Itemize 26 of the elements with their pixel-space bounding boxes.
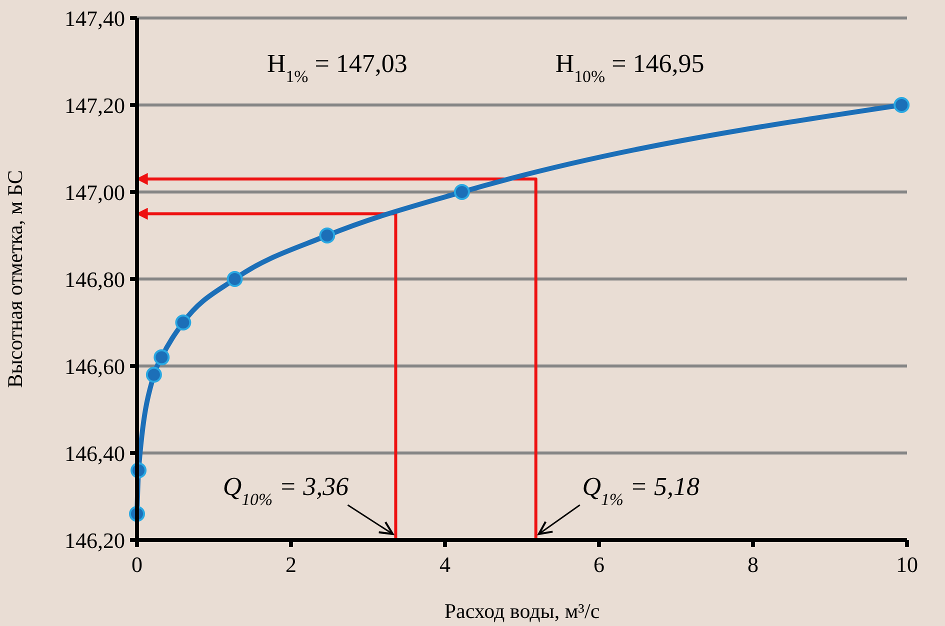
point — [175, 314, 192, 330]
point — [454, 184, 470, 200]
y-tick-label: 147,20 — [64, 93, 125, 118]
x-tick-label: 6 — [594, 552, 604, 577]
annotation: H$_{1%}$ = 147,03 — [266, 49, 408, 86]
annotation: Q$_{1%}$ = 5,18 — [582, 472, 700, 508]
annotation: Q$_{10%}$ = 3,36 — [222, 472, 349, 508]
x-tick-label: 8 — [748, 552, 758, 577]
point — [894, 97, 910, 113]
y-tick-label: 147,40 — [64, 6, 125, 31]
point — [154, 349, 170, 366]
y-tick-label: 146,80 — [64, 267, 125, 292]
y-tick-label: 146,20 — [64, 528, 125, 553]
y-tick-label: 147,00 — [64, 180, 125, 205]
x-tick-label: 10 — [896, 552, 918, 577]
y-tick-label: 146,40 — [64, 441, 125, 466]
point — [146, 366, 162, 383]
point — [319, 228, 336, 244]
annotation: H$_{10%}$ = 146,95 — [555, 49, 704, 86]
x-tick-label: 2 — [286, 552, 296, 577]
point — [226, 271, 243, 287]
x-axis-title: Расход воды, м³/с — [444, 599, 600, 623]
y-tick-label: 146,60 — [64, 354, 125, 379]
y-axis-title: Высотная отметка, м БС — [3, 170, 27, 388]
x-tick-label: 4 — [440, 552, 450, 577]
x-tick-label: 0 — [132, 552, 142, 577]
